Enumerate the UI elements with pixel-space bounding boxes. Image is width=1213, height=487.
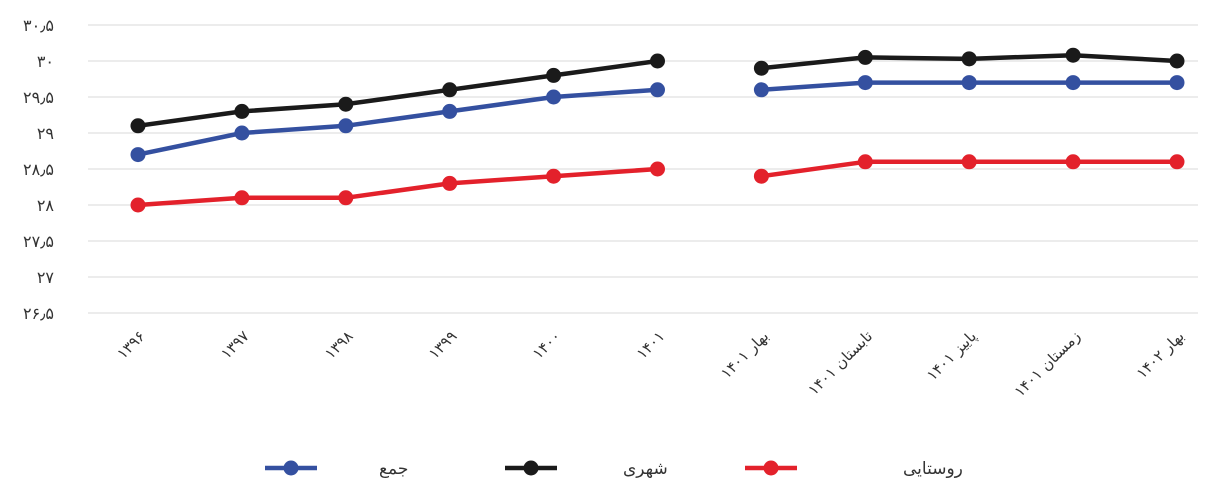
- data-point: [338, 96, 354, 112]
- x-tick-label: ۱۴۰۱: [633, 327, 669, 363]
- data-point: [130, 197, 146, 213]
- data-point: [753, 168, 769, 184]
- x-tick-label: ۱۴۰۰: [529, 327, 565, 363]
- data-point: [1169, 154, 1185, 170]
- y-tick-label: ۳۰٫۵: [23, 16, 54, 35]
- legend-label: جمع: [379, 459, 408, 479]
- data-point: [442, 103, 458, 119]
- y-tick-label: ۲۹٫۵: [23, 88, 54, 107]
- data-point: [546, 168, 562, 184]
- data-point: [234, 125, 250, 141]
- data-point: [650, 53, 665, 69]
- data-point: [234, 190, 250, 206]
- data-point: [650, 82, 665, 98]
- data-point: [130, 118, 146, 134]
- data-point: [442, 82, 458, 98]
- data-point: [1169, 53, 1185, 69]
- data-point: [442, 175, 458, 191]
- data-point: [1065, 75, 1081, 91]
- data-point: [130, 147, 146, 163]
- legend-label: روستایی: [903, 459, 963, 479]
- series-line: [135, 166, 660, 208]
- x-tick-label: زمستان ۱۴۰۱: [1011, 327, 1084, 400]
- x-tick-label: تابستان ۱۴۰۱: [804, 327, 876, 399]
- y-tick-label: ۲۹: [37, 124, 54, 143]
- data-point: [1065, 47, 1081, 63]
- x-tick-label: ۱۳۹۶: [113, 327, 149, 363]
- y-tick-label: ۲۶٫۵: [23, 304, 54, 323]
- x-tick-label: ۱۳۹۷: [217, 327, 253, 363]
- y-tick-label: ۲۷٫۵: [23, 232, 54, 251]
- data-point: [857, 75, 873, 91]
- data-point: [961, 75, 977, 91]
- data-point: [753, 60, 769, 76]
- data-point: [1065, 154, 1081, 170]
- data-point: [961, 51, 977, 67]
- y-tick-label: ۲۸٫۵: [23, 160, 54, 179]
- legend-swatch-marker: [523, 460, 539, 476]
- y-axis: ۲۶٫۵ ۲۷ ۲۷٫۵ ۲۸ ۲۸٫۵ ۲۹ ۲۹٫۵ ۳۰ ۳۰٫۵: [23, 16, 54, 323]
- x-tick-label: بهار ۱۴۰۱: [717, 327, 772, 382]
- series-line: [135, 87, 660, 157]
- x-tick-label: ۱۳۹۸: [321, 327, 357, 363]
- data-point: [650, 161, 665, 177]
- series-line: [135, 58, 660, 129]
- data-point: [753, 82, 769, 98]
- x-axis: ۱۳۹۶ ۱۳۹۷ ۱۳۹۸ ۱۳۹۹ ۱۴۰۰ ۱۴۰۱ بهار ۱۴۰۱ تابستان…: [113, 327, 1188, 400]
- legend: جمع شهری روستایی: [265, 459, 963, 479]
- data-point: [857, 154, 873, 170]
- data-point: [546, 67, 562, 83]
- data-point: [338, 190, 354, 206]
- legend-swatch-marker: [283, 460, 299, 476]
- data-point: [338, 118, 354, 134]
- y-tick-label: ۲۷: [37, 268, 55, 287]
- x-tick-label: ۱۳۹۹: [425, 327, 461, 363]
- x-tick-label: پاییز ۱۴۰۱: [923, 327, 981, 385]
- series-group: [130, 47, 1185, 213]
- x-tick-label: بهار ۱۴۰۲: [1133, 327, 1188, 382]
- data-point: [234, 103, 250, 119]
- legend-swatch-marker: [763, 460, 779, 476]
- y-tick-label: ۳۰: [37, 52, 54, 71]
- data-point: [961, 154, 977, 170]
- data-point: [1169, 75, 1185, 91]
- y-tick-label: ۲۸: [37, 196, 55, 215]
- data-point: [857, 49, 873, 65]
- legend-label: شهری: [623, 459, 668, 479]
- data-point: [546, 89, 562, 105]
